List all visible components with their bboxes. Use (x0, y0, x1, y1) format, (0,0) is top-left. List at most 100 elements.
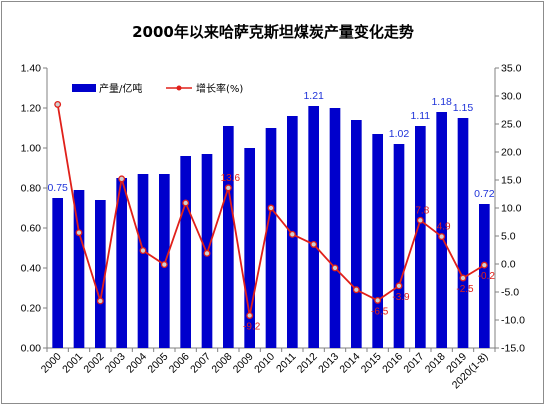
x-tick-label: 2015 (359, 351, 384, 376)
x-tick-label: 2013 (316, 351, 341, 376)
bar (372, 134, 383, 348)
growth-point (182, 199, 190, 207)
bar (265, 128, 277, 348)
bar-data-label: 0.75 (47, 182, 68, 194)
bar (223, 126, 234, 348)
x-tick-label: 2005 (145, 351, 170, 376)
legend-label-line: 增长率(%) (196, 82, 243, 95)
y-tick-label-right: 15.0 (501, 175, 522, 187)
line-data-label: -6.5 (371, 306, 389, 317)
legend: 产量/亿吨 增长率(%) (72, 82, 243, 95)
bar-data-label: 1.02 (389, 128, 410, 140)
line-data-label: -3.9 (392, 292, 410, 303)
growth-point (438, 233, 446, 241)
growth-point (160, 261, 168, 269)
growth-point (374, 296, 382, 304)
x-tick-label: 2006 (167, 351, 192, 376)
growth-point (118, 175, 126, 183)
y-tick-label-left: 0.40 (21, 263, 42, 275)
legend-marker-line (176, 85, 182, 91)
x-tick-label: 2001 (60, 351, 85, 376)
y-tick-label-left: 0.60 (21, 223, 42, 235)
x-tick-label: 2012 (295, 351, 320, 376)
x-tick-label: 2004 (124, 351, 149, 376)
x-tick-label: 2016 (380, 351, 405, 376)
growth-point (203, 249, 211, 257)
y-tick-label-left: 1.40 (21, 63, 42, 75)
growth-point (352, 286, 360, 294)
growth-point (246, 312, 254, 319)
line-data-label: -0.2 (478, 271, 496, 282)
growth-point (224, 184, 232, 192)
plot-area: 0.00 0.20 0.40 0.60 0.80 1.00 1.20 1.40 -15.0 -10… (21, 63, 526, 392)
growth-point (480, 261, 488, 269)
y-tick-label-left: 0.80 (21, 183, 42, 195)
x-tick-label: 2010 (252, 351, 277, 376)
bar (329, 108, 341, 348)
growth-point (416, 216, 424, 224)
growth-point (96, 297, 104, 305)
bar-data-label: 1.11 (410, 110, 430, 122)
x-tick-label: 2011 (274, 351, 299, 376)
bar (415, 126, 426, 348)
x-tick-label: 2000 (39, 351, 64, 376)
bar-data-label: 1.18 (431, 96, 452, 108)
y-tick-label-right: 5.0 (501, 231, 516, 243)
x-tick-label: 2002 (81, 351, 106, 376)
x-tick-label: 2008 (209, 351, 234, 376)
growth-point (331, 264, 339, 272)
y-tick-label-left: 1.20 (21, 103, 42, 115)
growth-point (288, 230, 296, 238)
bar-data-label: 0.72 (474, 188, 495, 200)
y-tick-label-right: -15.0 (501, 343, 525, 355)
bar (479, 204, 490, 348)
bar (436, 112, 447, 348)
legend-label-bars: 产量/亿吨 (99, 82, 142, 95)
growth-point (310, 240, 318, 248)
bar (244, 148, 255, 348)
y-tick-label-left: 0.00 (21, 343, 42, 355)
x-tick-label: 2017 (401, 351, 426, 376)
growth-point (75, 229, 83, 237)
bar (180, 156, 191, 348)
y-tick-label-right: 0.0 (501, 259, 516, 271)
y-tick-label-right: -5.0 (501, 287, 519, 299)
bar (393, 144, 405, 348)
y-tick-label-right: 25.0 (501, 119, 522, 131)
x-tick-label: 2018 (423, 351, 448, 376)
y-tick-label-right: 10.0 (501, 203, 522, 215)
y-tick-label-right: 20.0 (501, 147, 522, 159)
bar-data-label: 1.15 (453, 102, 474, 114)
bar (52, 198, 63, 348)
growth-point (139, 247, 147, 255)
x-tick-label: 2007 (188, 351, 213, 376)
bar (159, 174, 170, 348)
bar (73, 190, 85, 348)
growth-point (459, 274, 467, 282)
y-tick-label-left: 1.00 (21, 143, 42, 155)
chart-title: 2000年以来哈萨克斯坦煤炭产量变化走势 (132, 23, 414, 41)
bar (116, 178, 127, 348)
line-data-label: -2.5 (456, 284, 474, 295)
bar-data-label: 1.21 (303, 90, 324, 102)
line-data-label: 13.6 (221, 173, 241, 184)
line-data-label: -9.2 (243, 322, 261, 333)
growth-point (267, 204, 275, 212)
y-tick-label-right: -10.0 (501, 315, 525, 327)
x-tick-label: 2009 (231, 351, 256, 376)
bar (351, 120, 362, 348)
bar (457, 118, 469, 348)
legend-swatch-bars (72, 84, 96, 92)
line-data-label: 4.9 (437, 222, 451, 233)
bar (95, 200, 106, 348)
line-data-label: 7.8 (415, 205, 429, 216)
bar (137, 174, 149, 348)
y-tick-label-right: 30.0 (501, 91, 522, 103)
growth-point (395, 282, 403, 290)
y-tick-label-left: 0.20 (21, 303, 42, 315)
y-tick-label-right: 35.0 (501, 63, 522, 75)
x-tick-label: 2014 (337, 351, 362, 376)
bar (308, 106, 319, 348)
x-tick-label: 2003 (103, 351, 128, 376)
